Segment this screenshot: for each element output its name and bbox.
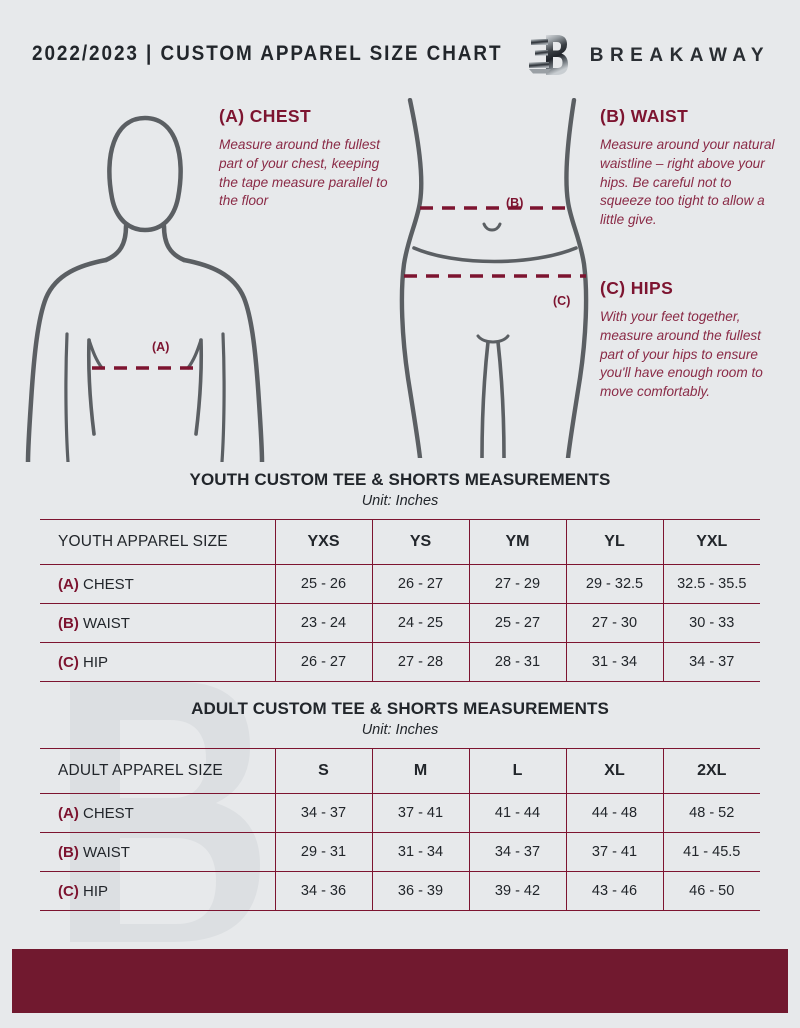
table-row: (C) HIP 26 - 27 27 - 28 28 - 31 31 - 34 34 - …: [40, 642, 760, 682]
table-cell: 32.5 - 35.5: [662, 564, 760, 604]
table-header-size-l: L: [468, 748, 566, 794]
table-cell: 34 - 37: [468, 832, 566, 872]
table-cell: 34 - 37: [274, 793, 372, 833]
table-cell: 37 - 41: [371, 793, 469, 833]
callout-hips-body: With your feet together, measure around …: [600, 309, 763, 399]
table-row: (A) CHEST 34 - 37 37 - 41 41 - 44 44 - 48 48 …: [40, 793, 760, 833]
adult-table-body: ADULT APPAREL SIZE S M L XL 2XL (A) CHEST 34 - …: [40, 748, 760, 911]
table-header-size-m: M: [371, 748, 469, 794]
table-cell: 34 - 37: [662, 642, 760, 682]
waist-measure-label: (B): [506, 196, 524, 210]
table-header-row: YOUTH APPAREL SIZE YXS YS YM YL YXL: [40, 519, 760, 565]
table-row-label-waist: (B) WAIST: [40, 603, 275, 643]
table-cell: 37 - 41: [565, 832, 663, 872]
table-cell: 28 - 31: [468, 642, 566, 682]
callout-hips: (C) HIPS With your feet together, measur…: [600, 278, 778, 402]
page-header: 2022/2023 | CUSTOM APPAREL SIZE CHART: [0, 0, 800, 96]
table-cell: 30 - 33: [662, 603, 760, 643]
table-cell: 26 - 27: [371, 564, 469, 604]
table-cell: 36 - 39: [371, 871, 469, 911]
row-tag: (B): [58, 614, 79, 632]
table-cell: 43 - 46: [565, 871, 663, 911]
table-cell: 27 - 29: [468, 564, 566, 604]
table-header-size-ys: YS: [371, 519, 469, 565]
hips-figure: [399, 98, 589, 458]
table-row-label-chest: (A) CHEST: [40, 564, 275, 604]
table-header-size-yl: YL: [565, 519, 663, 565]
row-tag: (C): [58, 653, 79, 671]
footer-bar: [12, 949, 788, 1013]
table-header-size-2xl: 2XL: [662, 748, 760, 794]
youth-table-body: YOUTH APPAREL SIZE YXS YS YM YL YXL (A) CHEST 2…: [40, 519, 760, 682]
table-cell: 25 - 26: [274, 564, 372, 604]
table-cell: 27 - 30: [565, 603, 663, 643]
table-row: (B) WAIST 29 - 31 31 - 34 34 - 37 37 - 41 41 …: [40, 832, 760, 872]
callout-hips-heading: (C) HIPS: [600, 278, 674, 298]
adult-table-unit: Unit: Inches: [361, 722, 439, 738]
table-cell: 23 - 24: [274, 603, 372, 643]
adult-table-title: ADULT CUSTOM TEE & SHORTS MEASUREMENTS: [191, 699, 609, 718]
table-row: (C) HIP 34 - 36 36 - 39 39 - 42 43 - 46 46 - …: [40, 871, 760, 911]
table-cell: 34 - 36: [274, 871, 372, 911]
breakaway-b-logo-icon: [528, 35, 568, 75]
brand-name: BREAKAWAY: [589, 45, 770, 66]
youth-table-title: YOUTH CUSTOM TEE & SHORTS MEASUREMENTS: [189, 470, 611, 489]
table-header-size-yxl: YXL: [662, 519, 760, 565]
row-tag: (A): [58, 575, 79, 593]
table-header-size-ym: YM: [468, 519, 566, 565]
table-cell: 29 - 31: [274, 832, 372, 872]
table-row-label-chest: (A) CHEST: [40, 793, 275, 833]
row-tag: (B): [58, 843, 79, 861]
table-row: (B) WAIST 23 - 24 24 - 25 25 - 27 27 - 30 30 …: [40, 603, 760, 643]
callout-chest-body: Measure around the fullest part of your …: [219, 137, 388, 209]
table-cell: 48 - 52: [662, 793, 760, 833]
table-header-row-label: YOUTH APPAREL SIZE: [40, 519, 275, 565]
table-cell: 44 - 48: [565, 793, 663, 833]
row-tag: (C): [58, 882, 79, 900]
youth-table-block: YOUTH CUSTOM TEE & SHORTS MEASUREMENTS U…: [0, 470, 800, 682]
chest-measure-label: (A): [152, 340, 170, 354]
brand-lockup: BREAKAWAY: [528, 34, 770, 78]
table-cell: 27 - 28: [371, 642, 469, 682]
table-cell: 41 - 44: [468, 793, 566, 833]
table-cell: 29 - 32.5: [565, 564, 663, 604]
hips-measure-label: (C): [553, 294, 571, 308]
adult-size-table: ADULT APPAREL SIZE S M L XL 2XL (A) CHEST 34 - …: [40, 748, 760, 911]
table-header-size-s: S: [274, 748, 372, 794]
youth-size-table: YOUTH APPAREL SIZE YXS YS YM YL YXL (A) CHEST 2…: [40, 519, 760, 682]
torso-figure: [25, 115, 265, 462]
table-cell: 46 - 50: [662, 871, 760, 911]
callout-waist-body: Measure around your natural waistline – …: [600, 137, 775, 227]
table-header-size-yxs: YXS: [274, 519, 372, 565]
table-cell: 31 - 34: [565, 642, 663, 682]
callout-waist: (B) WAIST Measure around your natural wa…: [600, 106, 780, 230]
table-header-row: ADULT APPAREL SIZE S M L XL 2XL: [40, 748, 760, 794]
table-cell: 24 - 25: [371, 603, 469, 643]
callout-chest-heading: (A) CHEST: [219, 106, 312, 126]
table-row-label-waist: (B) WAIST: [40, 832, 275, 872]
table-cell: 25 - 27: [468, 603, 566, 643]
table-header-size-xl: XL: [565, 748, 663, 794]
table-row-label-hip: (C) HIP: [40, 871, 275, 911]
table-cell: 39 - 42: [468, 871, 566, 911]
table-cell: 41 - 45.5: [662, 832, 760, 872]
table-cell: 26 - 27: [274, 642, 372, 682]
table-row: (A) CHEST 25 - 26 26 - 27 27 - 29 29 - 32.5 3…: [40, 564, 760, 604]
figures-area: (A) (B) (C) (A) CHEST Measure around the…: [0, 96, 800, 466]
table-row-label-hip: (C) HIP: [40, 642, 275, 682]
callout-chest: (A) CHEST Measure around the fullest par…: [219, 106, 397, 211]
table-cell: 31 - 34: [371, 832, 469, 872]
adult-table-block: ADULT CUSTOM TEE & SHORTS MEASUREMENTS U…: [0, 699, 800, 911]
youth-table-unit: Unit: Inches: [361, 493, 439, 509]
callout-waist-heading: (B) WAIST: [600, 106, 689, 126]
row-tag: (A): [58, 804, 79, 822]
page-title: 2022/2023 | CUSTOM APPAREL SIZE CHART: [32, 41, 503, 65]
table-header-row-label: ADULT APPAREL SIZE: [40, 748, 275, 794]
